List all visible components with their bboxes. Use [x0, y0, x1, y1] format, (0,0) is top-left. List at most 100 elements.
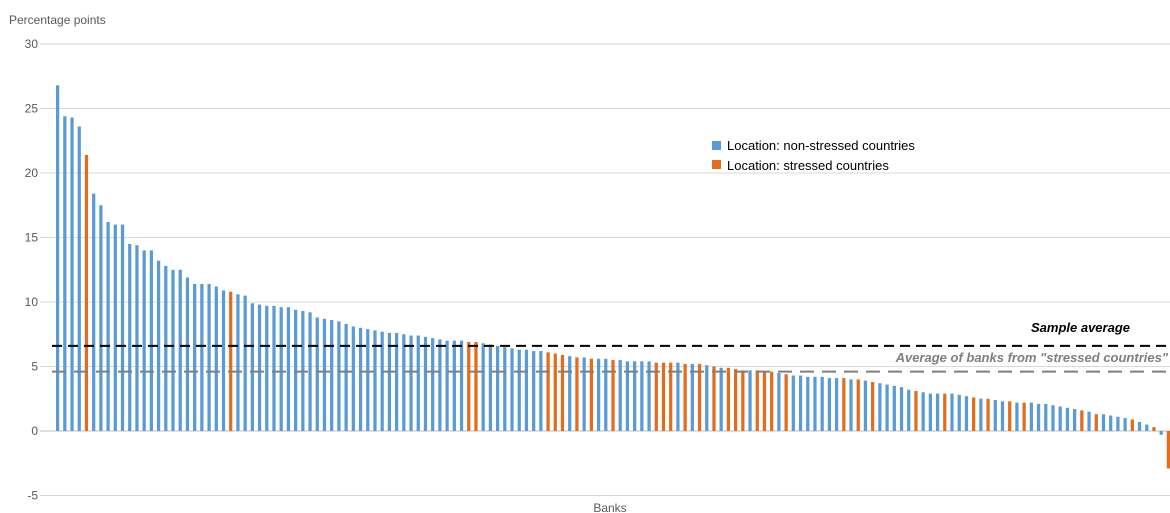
bar-non-stressed: [142, 250, 146, 431]
bar-non-stressed: [445, 340, 449, 431]
bar-non-stressed: [950, 393, 954, 431]
bar-stressed: [611, 360, 615, 431]
bar-non-stressed: [1087, 411, 1091, 431]
bar-non-stressed: [719, 367, 723, 431]
bar-non-stressed: [452, 340, 456, 431]
bar-non-stressed: [539, 351, 543, 431]
bar-non-stressed: [777, 372, 781, 431]
bar-non-stressed: [279, 307, 283, 431]
bar-stressed: [914, 391, 918, 431]
bar-non-stressed: [250, 303, 254, 431]
bar-non-stressed: [286, 307, 291, 431]
bar-stressed: [575, 357, 579, 431]
bar-non-stressed: [979, 398, 983, 431]
bar-non-stressed: [322, 318, 327, 431]
bar-non-stressed: [308, 312, 312, 431]
bar-non-stressed: [921, 392, 925, 431]
bar-non-stressed: [705, 365, 709, 431]
bar-non-stressed: [214, 286, 218, 431]
bar-stressed: [661, 362, 666, 431]
bar-non-stressed: [416, 335, 420, 431]
bar-stressed: [553, 353, 557, 431]
bar-non-stressed: [120, 224, 125, 431]
bar-non-stressed: [1044, 403, 1048, 431]
bar-non-stressed: [113, 224, 117, 431]
bar-non-stressed: [243, 295, 247, 431]
bar-non-stressed: [625, 361, 630, 431]
bar-non-stressed: [207, 283, 211, 431]
bar-non-stressed: [1036, 403, 1041, 431]
bar-non-stressed: [344, 323, 348, 431]
bar-stressed: [1152, 427, 1156, 431]
bar-non-stressed: [935, 393, 940, 431]
y-tick-label: 10: [25, 295, 39, 309]
bar-non-stressed: [77, 126, 81, 431]
bar-non-stressed: [907, 389, 911, 431]
bar-non-stressed: [63, 116, 67, 432]
bar-non-stressed: [806, 376, 810, 431]
y-tick-label: 20: [25, 166, 39, 180]
bar-stressed: [467, 341, 471, 431]
bar-non-stressed: [337, 321, 341, 431]
y-axis-tick-labels: -5 0 5 10 15 20 25 30: [25, 37, 39, 503]
bar-non-stressed: [1015, 402, 1019, 431]
bar-non-stressed: [265, 305, 269, 431]
bar-stressed: [589, 358, 593, 431]
bar-stressed: [726, 367, 731, 431]
bar-stressed: [856, 379, 860, 431]
sample-average-label: Sample average: [1031, 320, 1130, 335]
stressed-average-label: Average of banks from "stressed countrie…: [895, 350, 1169, 365]
bar-non-stressed: [92, 193, 96, 431]
bar-non-stressed: [178, 269, 182, 431]
bar-non-stressed: [55, 85, 60, 431]
bar-stressed: [784, 374, 788, 431]
bar-non-stressed: [964, 396, 969, 431]
bar-non-stressed: [878, 383, 882, 431]
bar-non-stressed: [813, 376, 817, 431]
bar-stressed: [712, 366, 716, 431]
reference-lines: [52, 344, 1170, 373]
y-tick-label: 25: [25, 102, 39, 116]
bar-non-stressed: [171, 269, 175, 431]
bar-non-stressed: [351, 326, 355, 431]
bar-non-stressed: [481, 343, 485, 431]
bar-non-stressed: [957, 394, 961, 431]
bar-non-stressed: [358, 327, 363, 431]
bar-non-stressed: [596, 358, 601, 431]
legend-swatch-stressed: [712, 160, 721, 169]
bar-non-stressed: [820, 376, 824, 431]
x-axis-title: Banks: [593, 501, 626, 513]
bar-stressed: [741, 370, 745, 431]
bar-non-stressed: [647, 361, 651, 431]
bar-stressed: [1094, 414, 1098, 431]
bar-stressed: [474, 341, 478, 431]
bar-stressed: [683, 363, 687, 431]
bar-non-stressed: [149, 250, 153, 431]
bar-non-stressed: [568, 356, 572, 431]
y-tick-label: -5: [27, 489, 38, 503]
bar-stressed: [986, 398, 990, 431]
bar-non-stressed: [748, 370, 752, 431]
bar-non-stressed: [690, 363, 694, 431]
bar-stressed: [654, 362, 658, 431]
bar-stressed: [560, 354, 565, 431]
bar-non-stressed: [993, 400, 997, 431]
y-tick-label: 15: [25, 231, 39, 245]
bar-non-stressed: [409, 335, 413, 431]
bar-non-stressed: [156, 260, 161, 431]
bar-non-stressed: [892, 385, 896, 431]
bar-non-stressed: [459, 340, 464, 431]
bar-non-stressed: [517, 349, 521, 431]
bar-non-stressed: [135, 245, 139, 431]
bar-stressed: [1008, 401, 1012, 431]
bar-stressed: [762, 371, 767, 431]
bar-non-stressed: [193, 283, 197, 431]
bar-stressed: [229, 291, 233, 431]
bar-non-stressed: [510, 348, 514, 431]
bar-non-stressed: [1051, 405, 1055, 431]
bars: [55, 85, 1170, 469]
legend: Location: non-stressed countries Locatio…: [712, 138, 915, 173]
bar-non-stressed: [236, 294, 240, 431]
bar-stressed: [871, 381, 875, 431]
